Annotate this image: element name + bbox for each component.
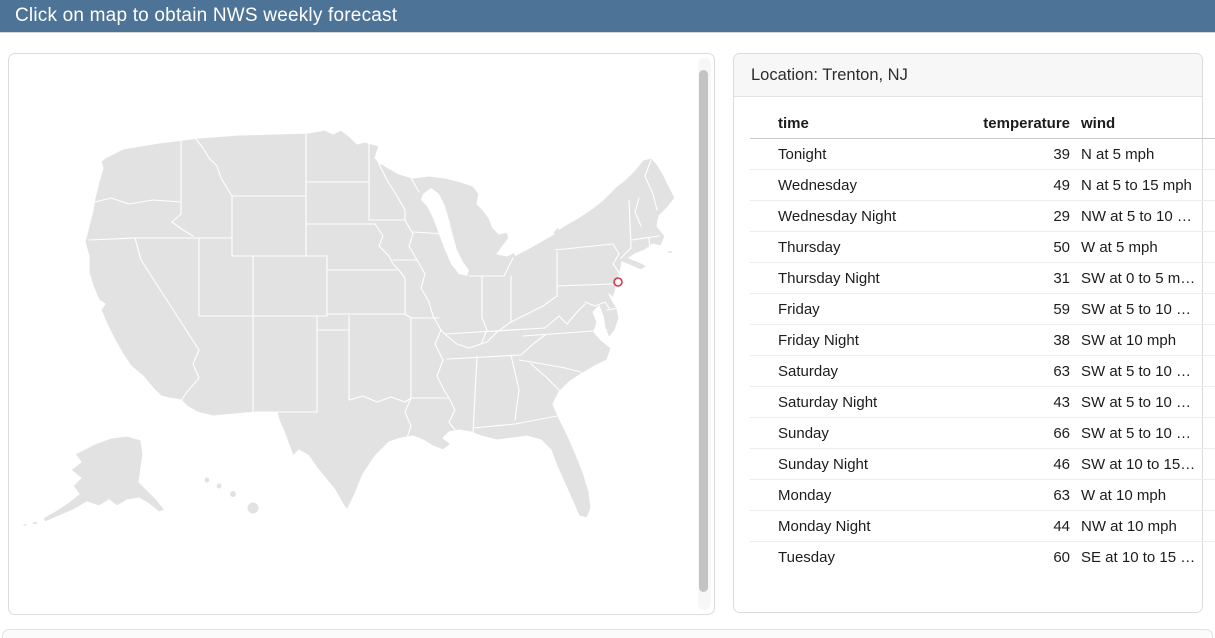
forecast-cell-temperature: 63 (1053, 362, 1070, 380)
hawaii-island[interactable] (246, 501, 260, 515)
forecast-row: Monday 63 W at 10 mph (750, 480, 1215, 511)
forecast-cell-temperature: 39 (1053, 145, 1070, 163)
lake-ontario (557, 206, 591, 230)
forecast-cell-time: Monday Night (778, 517, 871, 535)
forecast-row: Sunday Night 46 SW at 10 to 15… (750, 449, 1215, 480)
forecast-cell-temperature: 46 (1053, 455, 1070, 473)
forecast-cell-wind: SW at 5 to 10 … (1081, 393, 1192, 411)
location-label: Location: Trenton, NJ (751, 65, 908, 84)
forecast-cell-wind: SW at 5 to 10 … (1081, 362, 1192, 380)
forecast-row: Thursday Night 31 SW at 0 to 5 m… (750, 263, 1215, 294)
forecast-cell-temperature: 43 (1053, 393, 1070, 411)
forecast-cell-temperature: 63 (1053, 486, 1070, 504)
column-header-time: time (778, 114, 809, 132)
lake-michigan (421, 188, 469, 276)
forecast-header-row: time temperature wind (750, 108, 1215, 139)
forecast-row: Sunday 66 SW at 5 to 10 … (750, 418, 1215, 449)
lake-superior (375, 146, 475, 184)
continental-us[interactable] (84, 129, 676, 519)
forecast-cell-time: Saturday (778, 362, 839, 380)
forecast-row: Saturday Night 43 SW at 5 to 10 … (750, 387, 1215, 418)
forecast-cell-wind: SE at 10 to 15 … (1081, 548, 1196, 566)
location-header: Location: Trenton, NJ (734, 54, 1202, 97)
forecast-row: Monday Night 44 NW at 10 mph (750, 511, 1215, 542)
alaska[interactable] (42, 435, 166, 523)
forecast-row: Friday Night 38 SW at 10 mph (750, 325, 1215, 356)
forecast-cell-wind: W at 10 mph (1081, 486, 1167, 504)
forecast-cell-time: Sunday (778, 424, 829, 442)
forecast-cell-time: Thursday (778, 238, 841, 256)
aleutian-island[interactable] (31, 520, 39, 526)
forecast-table: time temperature wind Tonight 39 N at 5 mp… (750, 108, 1215, 572)
forecast-cell-time: Sunday Night (778, 455, 869, 473)
forecast-cell-time: Monday (778, 486, 832, 504)
forecast-cell-time: Wednesday Night (778, 207, 897, 225)
forecast-row: Friday 59 SW at 5 to 10 … (750, 294, 1215, 325)
forecast-row: Saturday 63 SW at 5 to 10 … (750, 356, 1215, 387)
forecast-cell-time: Friday Night (778, 331, 859, 349)
aleutian-island[interactable] (21, 523, 29, 527)
forecast-cell-wind: NW at 10 mph (1081, 517, 1177, 535)
forecast-cell-time: Thursday Night (778, 269, 880, 287)
hawaii-island[interactable] (228, 489, 238, 499)
forecast-cell-wind: SW at 10 mph (1081, 331, 1177, 349)
forecast-row: Wednesday Night 29 NW at 5 to 10 … (750, 201, 1215, 232)
column-header-wind: wind (1081, 114, 1116, 132)
hawaii-island[interactable] (203, 476, 211, 484)
page-title: Click on map to obtain NWS weekly foreca… (15, 5, 398, 26)
forecast-cell-time: Friday (778, 300, 820, 318)
selected-location-marker (613, 277, 623, 287)
forecast-row: Wednesday 49 N at 5 to 15 mph (750, 170, 1215, 201)
forecast-cell-time: Saturday Night (778, 393, 878, 411)
lake-erie (513, 230, 555, 256)
forecast-cell-wind: SW at 0 to 5 m… (1081, 269, 1196, 287)
forecast-row: Tonight 39 N at 5 mph (750, 139, 1215, 170)
forecast-cell-wind: SW at 5 to 10 … (1081, 424, 1192, 442)
forecast-cell-temperature: 29 (1053, 207, 1070, 225)
forecast-cell-wind: SW at 5 to 10 … (1081, 300, 1192, 318)
us-map[interactable] (8, 53, 715, 615)
forecast-cell-wind: N at 5 to 15 mph (1081, 176, 1192, 194)
map-scrollbar-thumb[interactable] (699, 70, 708, 592)
nantucket-island[interactable] (666, 249, 674, 255)
forecast-cell-time: Tuesday (778, 548, 835, 566)
forecast-cell-temperature: 60 (1053, 548, 1070, 566)
us-map-svg[interactable] (9, 54, 714, 614)
forecast-table-body: Tonight 39 N at 5 mph Wednesday 49 N at 5 to … (750, 139, 1215, 573)
lake-huron (479, 180, 519, 218)
forecast-cell-temperature: 31 (1053, 269, 1070, 287)
titlebar: Click on map to obtain NWS weekly foreca… (0, 0, 1215, 33)
next-panel-edge (2, 629, 1213, 638)
state-borders (88, 132, 660, 439)
forecast-cell-wind: N at 5 mph (1081, 145, 1155, 163)
forecast-row: Tuesday 60 SE at 10 to 15 … (750, 542, 1215, 573)
forecast-cell-temperature: 44 (1053, 517, 1070, 535)
hawaii-island[interactable] (215, 482, 223, 490)
forecast-cell-wind: W at 5 mph (1081, 238, 1158, 256)
forecast-cell-time: Tonight (778, 145, 827, 163)
forecast-panel: Location: Trenton, NJ time temperature w… (733, 53, 1215, 613)
forecast-cell-time: Wednesday (778, 176, 857, 194)
forecast-cell-wind: SW at 10 to 15… (1081, 455, 1196, 473)
forecast-cell-temperature: 49 (1053, 176, 1070, 194)
forecast-cell-temperature: 50 (1053, 238, 1070, 256)
forecast-cell-temperature: 59 (1053, 300, 1070, 318)
forecast-cell-wind: NW at 5 to 10 … (1081, 207, 1192, 225)
forecast-cell-temperature: 38 (1053, 331, 1070, 349)
forecast-row: Thursday 50 W at 5 mph (750, 232, 1215, 263)
great-lakes (375, 146, 591, 276)
column-header-temperature: temperature (983, 114, 1070, 132)
forecast-cell-temperature: 66 (1053, 424, 1070, 442)
